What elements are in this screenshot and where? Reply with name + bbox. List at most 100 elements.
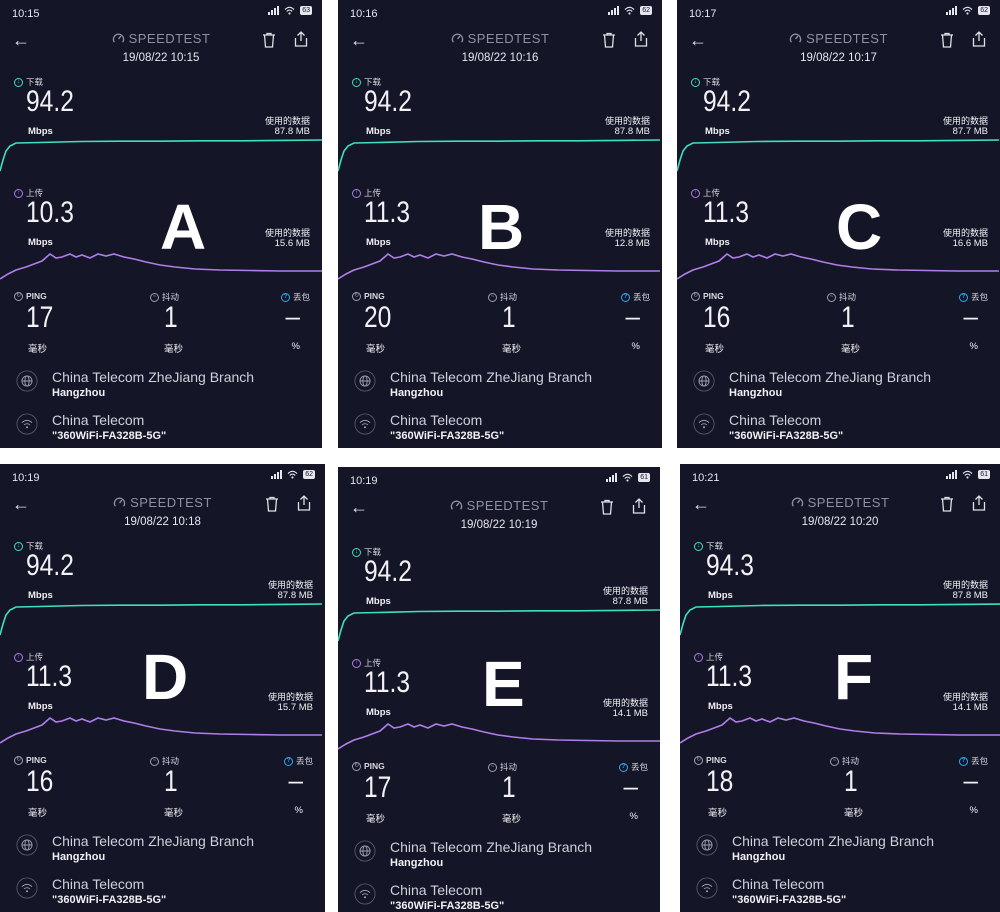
test-datetime: 19/08/22 10:20 <box>801 516 879 528</box>
speedtest-result-panel: 10:16 62 ← SPEEDTEST 19/08/22 10:16 ↓ 下载 … <box>338 0 662 448</box>
back-arrow-icon[interactable]: ← <box>689 30 707 50</box>
download-speed-graph <box>338 609 660 642</box>
download-label: ↓ 下载 <box>352 76 381 88</box>
server-name[interactable]: China Telecom ZheJiang Branch <box>390 369 593 385</box>
jitter-unit: 毫秒 <box>841 344 861 355</box>
brand-label: SPEEDTEST <box>128 31 211 46</box>
download-speed: 94.3 <box>706 549 754 582</box>
wifi-ssid: "360WiFi-FA328B-5G" <box>52 430 167 442</box>
back-arrow-icon[interactable]: ← <box>350 497 368 517</box>
ping-label-text: PING <box>364 761 385 771</box>
wifi-ssid: "360WiFi-FA328B-5G" <box>732 894 847 906</box>
ping-unit: 毫秒 <box>705 344 725 355</box>
speedtest-result-panel: 10:19 62 ← SPEEDTEST 19/08/22 10:18 ↓ 下载 … <box>0 464 325 912</box>
download-unit: Mbps <box>28 590 53 601</box>
download-speed-graph <box>338 139 660 172</box>
share-icon[interactable] <box>297 495 311 511</box>
packet-loss-icon: ? <box>283 756 293 766</box>
share-icon[interactable] <box>972 495 986 511</box>
trash-icon[interactable] <box>940 496 954 512</box>
share-icon[interactable] <box>972 31 986 47</box>
ping-label: ↻ PING <box>352 291 385 301</box>
back-arrow-icon[interactable]: ← <box>12 30 30 50</box>
packet-loss-value: – <box>625 301 640 331</box>
server-name[interactable]: China Telecom ZheJiang Branch <box>729 369 932 385</box>
wifi-icon <box>16 877 38 899</box>
ping-unit: 毫秒 <box>366 814 386 825</box>
server-name[interactable]: China Telecom ZheJiang Branch <box>732 833 935 849</box>
upload-label-text: 上传 <box>364 658 382 668</box>
status-bar-icons: 62 <box>271 470 315 479</box>
back-arrow-icon[interactable]: ← <box>12 494 30 514</box>
panel-letter: A <box>160 191 207 263</box>
signal-icon <box>608 6 620 15</box>
brand-label: SPEEDTEST <box>806 31 888 46</box>
isp-name: China Telecom <box>52 876 145 892</box>
upload-data-value: 14.1 MB <box>612 708 648 719</box>
battery-icon: 63 <box>300 6 312 15</box>
packet-loss-label-text: 丢包 <box>295 756 313 766</box>
trash-icon[interactable] <box>265 496 279 512</box>
share-icon[interactable] <box>632 498 646 514</box>
upload-label-text: 上传 <box>26 652 44 662</box>
ping-icon: ↻ <box>14 291 23 301</box>
download-data-label: 使用的数据 <box>604 116 650 126</box>
signal-icon <box>606 473 618 482</box>
packet-loss-icon: ? <box>618 762 628 772</box>
packet-loss-value: – <box>623 771 638 801</box>
server-name[interactable]: China Telecom ZheJiang Branch <box>52 833 255 849</box>
server-name[interactable]: China Telecom ZheJiang Branch <box>52 369 255 385</box>
trash-icon[interactable] <box>262 32 276 48</box>
panel-letter: F <box>834 641 874 713</box>
upload-arrow-icon: ↑ <box>14 652 23 662</box>
download-speed: 94.2 <box>364 85 412 118</box>
trash-icon[interactable] <box>602 32 616 48</box>
upload-data-label: 使用的数据 <box>602 698 648 708</box>
packet-loss-unit: % <box>294 805 303 816</box>
upload-data-value: 12.8 MB <box>614 238 650 249</box>
ping-icon: ↻ <box>352 291 361 301</box>
download-unit: Mbps <box>366 596 391 607</box>
jitter-icon: ~ <box>150 292 159 302</box>
ping-unit: 毫秒 <box>28 808 48 819</box>
wifi-icon <box>354 883 376 905</box>
packet-loss-label-text: 丢包 <box>970 292 988 302</box>
back-arrow-icon[interactable]: ← <box>692 494 710 514</box>
download-data-value: 87.8 MB <box>614 126 650 137</box>
upload-arrow-icon: ↑ <box>352 658 361 668</box>
packet-loss-unit: % <box>969 341 978 352</box>
jitter-value: 1 <box>841 301 855 334</box>
upload-label-text: 上传 <box>364 188 382 198</box>
server-city: Hangzhou <box>390 857 444 869</box>
upload-data-value: 14.1 MB <box>952 702 988 713</box>
globe-icon <box>693 370 715 392</box>
panel-letter: C <box>836 191 883 263</box>
speedtest-logo: SPEEDTEST <box>0 495 325 510</box>
signal-icon <box>271 470 283 479</box>
wifi-status-icon <box>622 473 633 482</box>
jitter-value: 1 <box>164 301 178 334</box>
share-icon[interactable] <box>634 31 648 47</box>
upload-data-label: 使用的数据 <box>264 228 310 238</box>
download-label: ↓ 下载 <box>14 540 43 552</box>
jitter-label: ~ 抖动 <box>150 291 179 303</box>
ping-unit: 毫秒 <box>708 808 728 819</box>
server-city: Hangzhou <box>732 851 786 863</box>
server-name[interactable]: China Telecom ZheJiang Branch <box>390 839 593 855</box>
upload-label: ↑ 上传 <box>694 651 723 663</box>
upload-label: ↑ 上传 <box>352 187 381 199</box>
packet-loss-icon: ? <box>958 292 968 302</box>
wifi-ssid: "360WiFi-FA328B-5G" <box>390 430 505 442</box>
share-icon[interactable] <box>294 31 308 47</box>
packet-loss-label: ? 丢包 <box>618 761 648 773</box>
download-label-text: 下载 <box>706 541 724 551</box>
wifi-status-icon <box>284 6 295 15</box>
speedtest-logo: SPEEDTEST <box>338 498 660 513</box>
packet-loss-label-text: 丢包 <box>630 762 648 772</box>
wifi-status-icon <box>287 470 298 479</box>
ping-value: 17 <box>26 301 54 334</box>
back-arrow-icon[interactable]: ← <box>350 30 368 50</box>
trash-icon[interactable] <box>940 32 954 48</box>
upload-speed: 11.3 <box>706 660 753 693</box>
trash-icon[interactable] <box>600 499 614 515</box>
